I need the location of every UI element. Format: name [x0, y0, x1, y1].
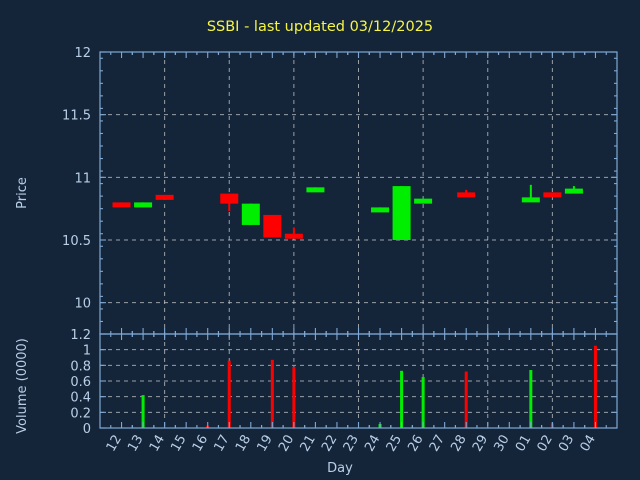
xtick-label-03: 03 — [556, 433, 577, 455]
xtick-label-15: 15 — [168, 433, 189, 455]
xtick-label-16: 16 — [190, 433, 211, 455]
xtick-label-01: 01 — [513, 433, 534, 455]
price-ytick-label: 10 — [74, 297, 91, 312]
volume-ytick-label: 0.6 — [70, 375, 91, 390]
xtick-label-12: 12 — [104, 433, 125, 455]
xtick-label-14: 14 — [147, 433, 168, 455]
xtick-label-26: 26 — [405, 433, 426, 455]
candlestick-19 — [263, 214, 282, 238]
xtick-label-20: 20 — [276, 433, 297, 455]
price-ytick-label: 11 — [74, 171, 91, 186]
xtick-label-27: 27 — [427, 433, 448, 455]
candlestick-24 — [371, 207, 390, 213]
candlestick-12 — [112, 202, 131, 208]
candle-body — [543, 192, 562, 198]
candlestick-13 — [134, 202, 153, 208]
xtick-label-22: 22 — [319, 433, 340, 455]
candlestick-21 — [306, 187, 325, 193]
volume-bar-17 — [227, 360, 231, 428]
xtick-label-25: 25 — [384, 433, 405, 455]
candlestick-03 — [564, 186, 583, 194]
candle-body — [134, 202, 153, 208]
candle-body — [241, 203, 260, 225]
xtick-label-21: 21 — [298, 433, 319, 455]
volume-ytick-label: 0.2 — [70, 406, 91, 421]
volume-bar-04 — [593, 345, 597, 428]
volume-bar-25 — [400, 370, 404, 428]
candle-body — [371, 207, 390, 213]
candlestick-26 — [414, 198, 433, 204]
candle-body — [155, 194, 174, 200]
xtick-label-17: 17 — [211, 433, 232, 455]
candlestick-14 — [155, 194, 174, 200]
volume-bar-20 — [292, 366, 296, 428]
volume-ytick-label: 1.2 — [70, 328, 91, 343]
volume-bar-28 — [464, 371, 468, 428]
candlestick-01 — [521, 184, 540, 203]
x-axis-title: Day — [327, 461, 353, 476]
xtick-label-23: 23 — [341, 433, 362, 455]
xtick-label-28: 28 — [448, 433, 469, 455]
xtick-label-19: 19 — [255, 433, 276, 455]
candle-body — [392, 186, 411, 240]
xtick-label-29: 29 — [470, 433, 491, 455]
price-ytick-label: 10.5 — [62, 234, 91, 249]
volume-bar-26 — [421, 377, 425, 428]
xtick-label-24: 24 — [362, 433, 383, 455]
xtick-label-13: 13 — [125, 433, 146, 455]
volume-bar-01 — [529, 370, 533, 428]
candle-body — [263, 214, 282, 238]
chart-title: SSBI - last updated 03/12/2025 — [207, 19, 433, 35]
candle-body — [521, 197, 540, 203]
candle-body — [112, 202, 131, 208]
volume-ytick-label: 1 — [83, 344, 91, 359]
xtick-label-02: 02 — [535, 433, 556, 455]
volume-ytick-label: 0 — [83, 422, 91, 437]
candle-body — [414, 198, 433, 204]
candle-body — [220, 193, 239, 204]
volume-ytick-label: 0.4 — [70, 391, 91, 406]
volume-axis-title: Volume (0000) — [15, 338, 30, 434]
price-ytick-label: 11.5 — [62, 109, 91, 124]
volume-ytick-label: 0.8 — [70, 359, 91, 374]
candle-body — [306, 187, 325, 193]
candlestick-20 — [284, 227, 303, 239]
volume-bar-19 — [270, 359, 274, 428]
candlestick-17 — [220, 193, 239, 212]
xtick-label-04: 04 — [578, 433, 599, 455]
candlestick-25 — [392, 186, 411, 240]
price-ytick-label: 12 — [74, 46, 91, 61]
xtick-label-30: 30 — [491, 432, 512, 454]
candlestick-28 — [457, 189, 476, 198]
price-axis-title: Price — [15, 177, 30, 209]
candlestick-02 — [543, 192, 562, 198]
candle-body — [564, 188, 583, 194]
candle-body — [284, 233, 303, 239]
candlestick-18 — [241, 203, 260, 225]
xtick-label-18: 18 — [233, 433, 254, 455]
volume-bar-13 — [141, 395, 145, 428]
candle-body — [457, 192, 476, 198]
